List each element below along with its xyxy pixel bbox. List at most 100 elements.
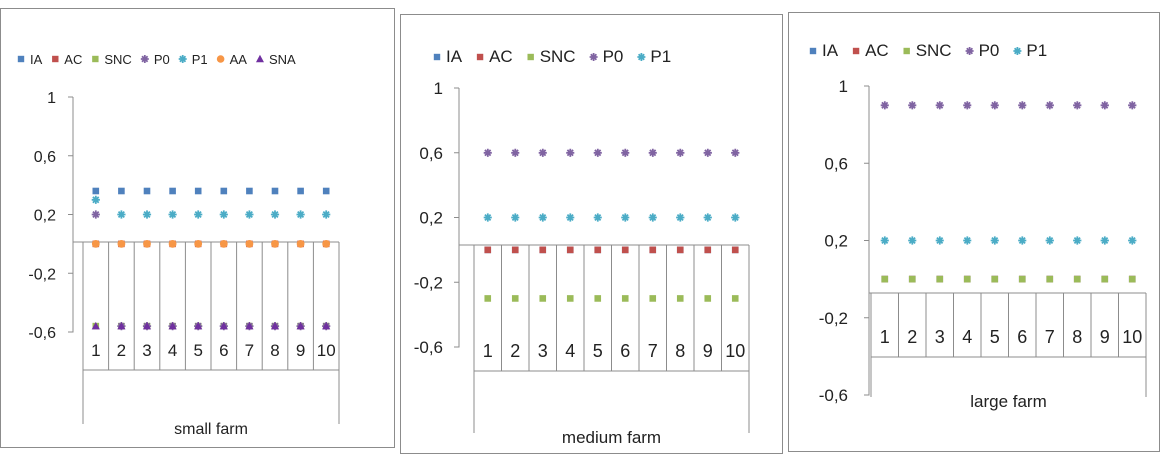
- data-point-aa: [194, 239, 203, 248]
- data-point-snc: [621, 295, 629, 302]
- legend-label-ac: AC: [64, 52, 82, 67]
- data-point-ac: [484, 246, 492, 254]
- data-point-p0: [731, 148, 740, 157]
- legend-marker-ia: [809, 47, 817, 55]
- data-point-snc: [963, 275, 971, 283]
- y-tick-label: 1: [47, 90, 56, 107]
- x-axis-title: medium farm: [562, 428, 661, 447]
- data-point-sna: [296, 321, 305, 330]
- x-tick-label: 8: [1072, 327, 1082, 347]
- data-point-p1: [142, 210, 152, 219]
- data-point-ac: [511, 246, 519, 254]
- series-p1: [483, 213, 740, 222]
- series-p0: [483, 148, 740, 157]
- data-point-snc: [1128, 275, 1136, 283]
- data-point-p1: [511, 213, 520, 222]
- x-tick-label: 3: [538, 341, 548, 361]
- data-point-p1: [322, 210, 331, 219]
- y-tick-label: 0,2: [824, 232, 848, 251]
- data-point-p0: [1045, 101, 1054, 110]
- data-point-snc: [908, 275, 916, 283]
- data-point-ac: [594, 246, 602, 254]
- data-point-ia: [194, 187, 202, 195]
- series-snc: [484, 295, 739, 302]
- legend-label-ia: IA: [30, 52, 43, 67]
- data-point-snc: [704, 295, 712, 302]
- data-point-p1: [538, 213, 547, 222]
- small-farm-chart: IA AC SNC P0 P1 AA SNA 1 0,6 0,2 -0,2 -0,6 1 2 3 4 5 6 7 8 9…: [0, 8, 395, 448]
- data-point-p1: [963, 236, 972, 245]
- legend-marker-sna: [255, 54, 264, 63]
- data-point-snc: [1101, 275, 1109, 283]
- data-point-p1: [117, 210, 126, 219]
- x-tick-label: 10: [1122, 327, 1142, 347]
- data-point-p1: [270, 210, 280, 219]
- data-point-p0: [566, 148, 575, 157]
- data-point-snc: [676, 295, 684, 302]
- data-point-p0: [511, 148, 520, 157]
- data-point-p0: [1128, 101, 1137, 110]
- data-point-snc: [1046, 275, 1054, 283]
- data-point-p0: [935, 101, 944, 110]
- legend-label-p1: P1: [192, 52, 208, 67]
- legend-label-ia: IA: [446, 47, 463, 66]
- data-point-aa: [296, 239, 305, 248]
- x-tick-label: 9: [703, 341, 713, 361]
- x-tick-label: 2: [117, 341, 126, 360]
- data-point-p1: [1100, 236, 1109, 245]
- data-point-p0: [880, 101, 889, 110]
- legend-marker-aa: [216, 55, 225, 63]
- data-point-ac: [704, 246, 712, 254]
- legend: IA AC SNC P0 P1 AA SNA: [17, 52, 296, 67]
- data-point-snc: [991, 275, 999, 283]
- legend-marker-ia: [17, 55, 25, 63]
- data-point-p1: [1073, 236, 1082, 245]
- data-point-p1: [1128, 236, 1137, 245]
- data-point-p1: [621, 213, 630, 222]
- data-point-p0: [676, 148, 685, 157]
- y-tick-label: -0,6: [28, 325, 56, 342]
- x-tick-label: 1: [880, 327, 890, 347]
- data-point-p1: [990, 236, 999, 245]
- x-tick-label: 4: [565, 341, 575, 361]
- y-tick-label: 0,6: [824, 154, 848, 173]
- legend-marker-snc: [903, 47, 910, 55]
- legend-marker-p0: [965, 47, 974, 55]
- data-point-snc: [731, 295, 739, 302]
- data-point-ia: [118, 187, 125, 195]
- y-tick-label: 0,2: [34, 208, 56, 225]
- data-point-aa: [91, 239, 100, 248]
- series-sna: [91, 321, 331, 330]
- data-point-p1: [648, 213, 657, 222]
- data-point-p1: [1018, 236, 1027, 245]
- x-tick-label: 3: [142, 341, 151, 360]
- data-point-ac: [621, 246, 629, 254]
- data-point-aa: [143, 239, 151, 248]
- legend-label-ac: AC: [865, 41, 889, 60]
- legend-label-snc: SNC: [916, 41, 952, 60]
- data-point-p1: [296, 210, 305, 219]
- data-point-snc: [1073, 275, 1081, 283]
- data-point-p1: [731, 213, 740, 222]
- y-tick-label: -0,6: [414, 338, 443, 357]
- data-point-snc: [539, 295, 547, 302]
- data-point-sna: [142, 321, 152, 330]
- y-tick-label: -0,2: [414, 273, 443, 292]
- data-point-p1: [91, 195, 100, 204]
- x-tick-label: 7: [245, 341, 254, 360]
- y-tick-label: -0,2: [819, 309, 848, 328]
- data-point-snc: [484, 295, 492, 302]
- data-point-p1: [935, 236, 944, 245]
- legend-label-p1: P1: [650, 47, 671, 66]
- data-point-sna: [219, 321, 228, 330]
- data-point-p1: [1045, 236, 1054, 245]
- y-tick-label: 0,6: [34, 149, 56, 166]
- data-point-p1: [245, 210, 254, 219]
- data-point-ia: [246, 187, 253, 195]
- data-point-sna: [194, 321, 203, 330]
- data-point-p0: [908, 101, 917, 110]
- x-tick-label: 8: [675, 341, 685, 361]
- series-ac: [484, 246, 739, 254]
- data-point-snc: [511, 295, 519, 302]
- y-tick-label: 1: [434, 79, 443, 98]
